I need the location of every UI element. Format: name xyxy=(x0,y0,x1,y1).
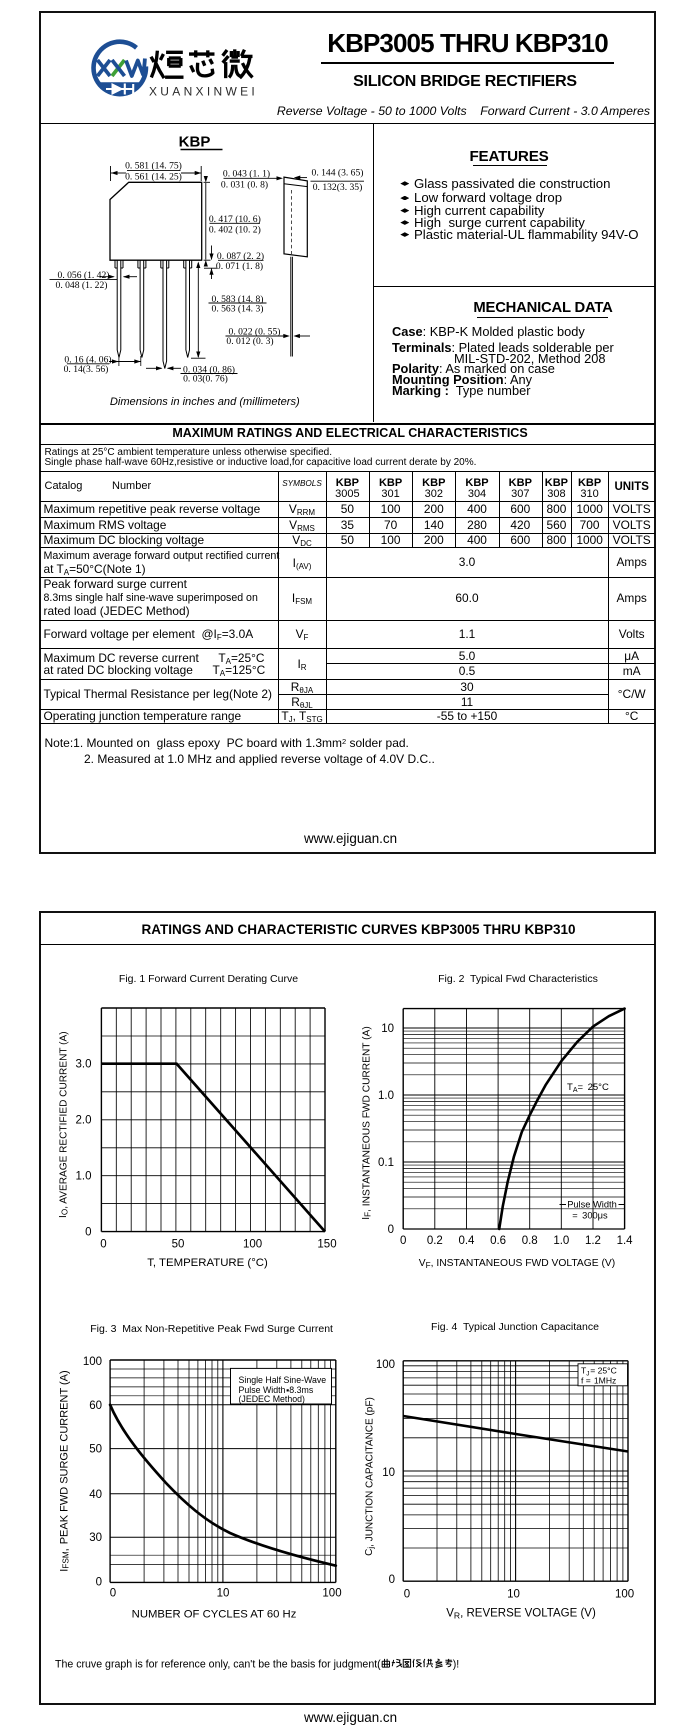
svg-text:40: 40 xyxy=(89,1489,102,1501)
svg-text:100: 100 xyxy=(322,1588,341,1600)
svg-text:0. 03(0. 76): 0. 03(0. 76) xyxy=(183,374,228,385)
svg-text:10: 10 xyxy=(382,1467,395,1479)
svg-text:0. 022 (0. 55): 0. 022 (0. 55) xyxy=(229,327,281,338)
svg-text:Pulse Width ▪8.3ms: Pulse Width ▪8.3ms xyxy=(239,1385,314,1395)
svg-text:0.4: 0.4 xyxy=(458,1235,475,1247)
svg-text:0.6: 0.6 xyxy=(490,1235,506,1247)
svg-text:100: 100 xyxy=(83,1356,102,1368)
svg-text:Pulse Width: Pulse Width xyxy=(567,1200,617,1210)
svg-text:10: 10 xyxy=(507,1589,520,1601)
svg-text:0.2: 0.2 xyxy=(427,1235,443,1247)
svg-text:0. 561 (14. 25): 0. 561 (14. 25) xyxy=(125,172,182,183)
svg-text:0. 012 (0. 3): 0. 012 (0. 3) xyxy=(226,336,273,347)
svg-text:1.4: 1.4 xyxy=(617,1235,634,1247)
svg-text:0. 071 (1. 8): 0. 071 (1. 8) xyxy=(216,261,263,272)
svg-text:1.0: 1.0 xyxy=(378,1090,394,1102)
svg-text:TA= 25°C: TA= 25°C xyxy=(567,1082,609,1094)
svg-text:1.0: 1.0 xyxy=(553,1235,569,1247)
svg-text:f = 1MHz: f = 1MHz xyxy=(581,1375,616,1385)
svg-text:TJ = 25°C: TJ = 25°C xyxy=(581,1366,617,1378)
svg-text:0. 417 (10. 6): 0. 417 (10. 6) xyxy=(209,214,261,225)
svg-text:30: 30 xyxy=(89,1532,102,1544)
svg-text:XUANXINWEI: XUANXINWEI xyxy=(149,85,258,99)
svg-text:0: 0 xyxy=(96,1577,102,1589)
svg-text:IFSM, PEAK FWD SURGE CURRENT: IFSM, PEAK FWD SURGE CURRENT (A) xyxy=(58,1370,70,1571)
svg-text:10: 10 xyxy=(381,1023,394,1035)
svg-text:150: 150 xyxy=(317,1239,336,1251)
svg-text:50: 50 xyxy=(172,1239,185,1251)
svg-text:60: 60 xyxy=(89,1400,102,1412)
svg-text:0: 0 xyxy=(100,1239,106,1251)
svg-text:0: 0 xyxy=(404,1589,410,1601)
svg-text:0. 14(3. 56): 0. 14(3. 56) xyxy=(64,364,109,375)
svg-text:KBP: KBP xyxy=(179,134,211,151)
svg-text:100: 100 xyxy=(376,1359,395,1371)
svg-text:0.1: 0.1 xyxy=(378,1157,394,1169)
svg-text:(JEDEC Method): (JEDEC Method) xyxy=(239,1394,306,1404)
svg-text:0. 402 (10. 2): 0. 402 (10. 2) xyxy=(209,224,261,235)
svg-text:0. 031 (0. 8): 0. 031 (0. 8) xyxy=(221,179,268,190)
svg-text:50: 50 xyxy=(89,1444,102,1456)
svg-text:0: 0 xyxy=(388,1224,394,1236)
svg-text:0. 144 (3. 65): 0. 144 (3. 65) xyxy=(312,168,364,179)
svg-text:2.0: 2.0 xyxy=(76,1115,92,1127)
svg-text:0.8: 0.8 xyxy=(522,1235,538,1247)
svg-text:T, TEMPERATURE (°C): T, TEMPERATURE (°C) xyxy=(147,1257,268,1269)
svg-text:1.0: 1.0 xyxy=(76,1171,92,1183)
svg-text:0: 0 xyxy=(85,1227,91,1239)
svg-text:0. 087 (2. 2): 0. 087 (2. 2) xyxy=(217,251,264,262)
svg-text:0. 048 (1. 22): 0. 048 (1. 22) xyxy=(56,280,108,291)
svg-text:100: 100 xyxy=(243,1239,262,1251)
svg-text:1.2: 1.2 xyxy=(585,1235,601,1247)
svg-text:0. 056 (1. 42): 0. 056 (1. 42) xyxy=(58,270,110,281)
svg-text:0: 0 xyxy=(400,1235,406,1247)
svg-text:VF, INSTANTANEOUS FWD VOLTAGE: VF, INSTANTANEOUS FWD VOLTAGE (V) xyxy=(419,1258,615,1270)
svg-text:0. 132(3. 35): 0. 132(3. 35) xyxy=(313,182,363,193)
svg-text:Dimensions in inches and (mill: Dimensions in inches and (millimeters) xyxy=(110,396,300,408)
svg-text:= 300μs: = 300μs xyxy=(572,1211,608,1221)
svg-text:VR, REVERSE VOLTAGE (V): VR, REVERSE VOLTAGE (V) xyxy=(446,1608,596,1621)
svg-text:0: 0 xyxy=(110,1588,116,1600)
svg-text:0. 043 (1. 1): 0. 043 (1. 1) xyxy=(223,169,270,180)
svg-text:IO, AVERAGE RECTIFIED CURRENT: IO, AVERAGE RECTIFIED CURRENT (A) xyxy=(58,1031,70,1218)
svg-text:10: 10 xyxy=(217,1588,230,1600)
svg-text:IF, INSTANTANEOUS FWD CURRENT: IF, INSTANTANEOUS FWD CURRENT (A) xyxy=(361,1026,373,1220)
svg-text:0. 563 (14. 3): 0. 563 (14. 3) xyxy=(212,303,264,314)
svg-text:0. 034 (0. 86): 0. 034 (0. 86) xyxy=(183,364,235,375)
svg-text:100: 100 xyxy=(615,1589,634,1601)
svg-text:NUMBER OF CYCLES AT 60 Hz: NUMBER OF CYCLES AT 60 Hz xyxy=(132,1609,297,1621)
svg-text:3.0: 3.0 xyxy=(76,1059,92,1071)
svg-text:Cj, JUNCTION CAPACITANCE (pF): Cj, JUNCTION CAPACITANCE (pF) xyxy=(364,1397,375,1556)
svg-text:0: 0 xyxy=(389,1574,395,1586)
svg-text:0. 16 (4. 06): 0. 16 (4. 06) xyxy=(64,355,111,366)
svg-text:0. 583 (14. 8): 0. 583 (14. 8) xyxy=(212,294,264,305)
svg-text:0. 581 (14. 75): 0. 581 (14. 75) xyxy=(125,160,182,171)
svg-text:Single Half Sine-Wave: Single Half Sine-Wave xyxy=(239,1375,327,1385)
